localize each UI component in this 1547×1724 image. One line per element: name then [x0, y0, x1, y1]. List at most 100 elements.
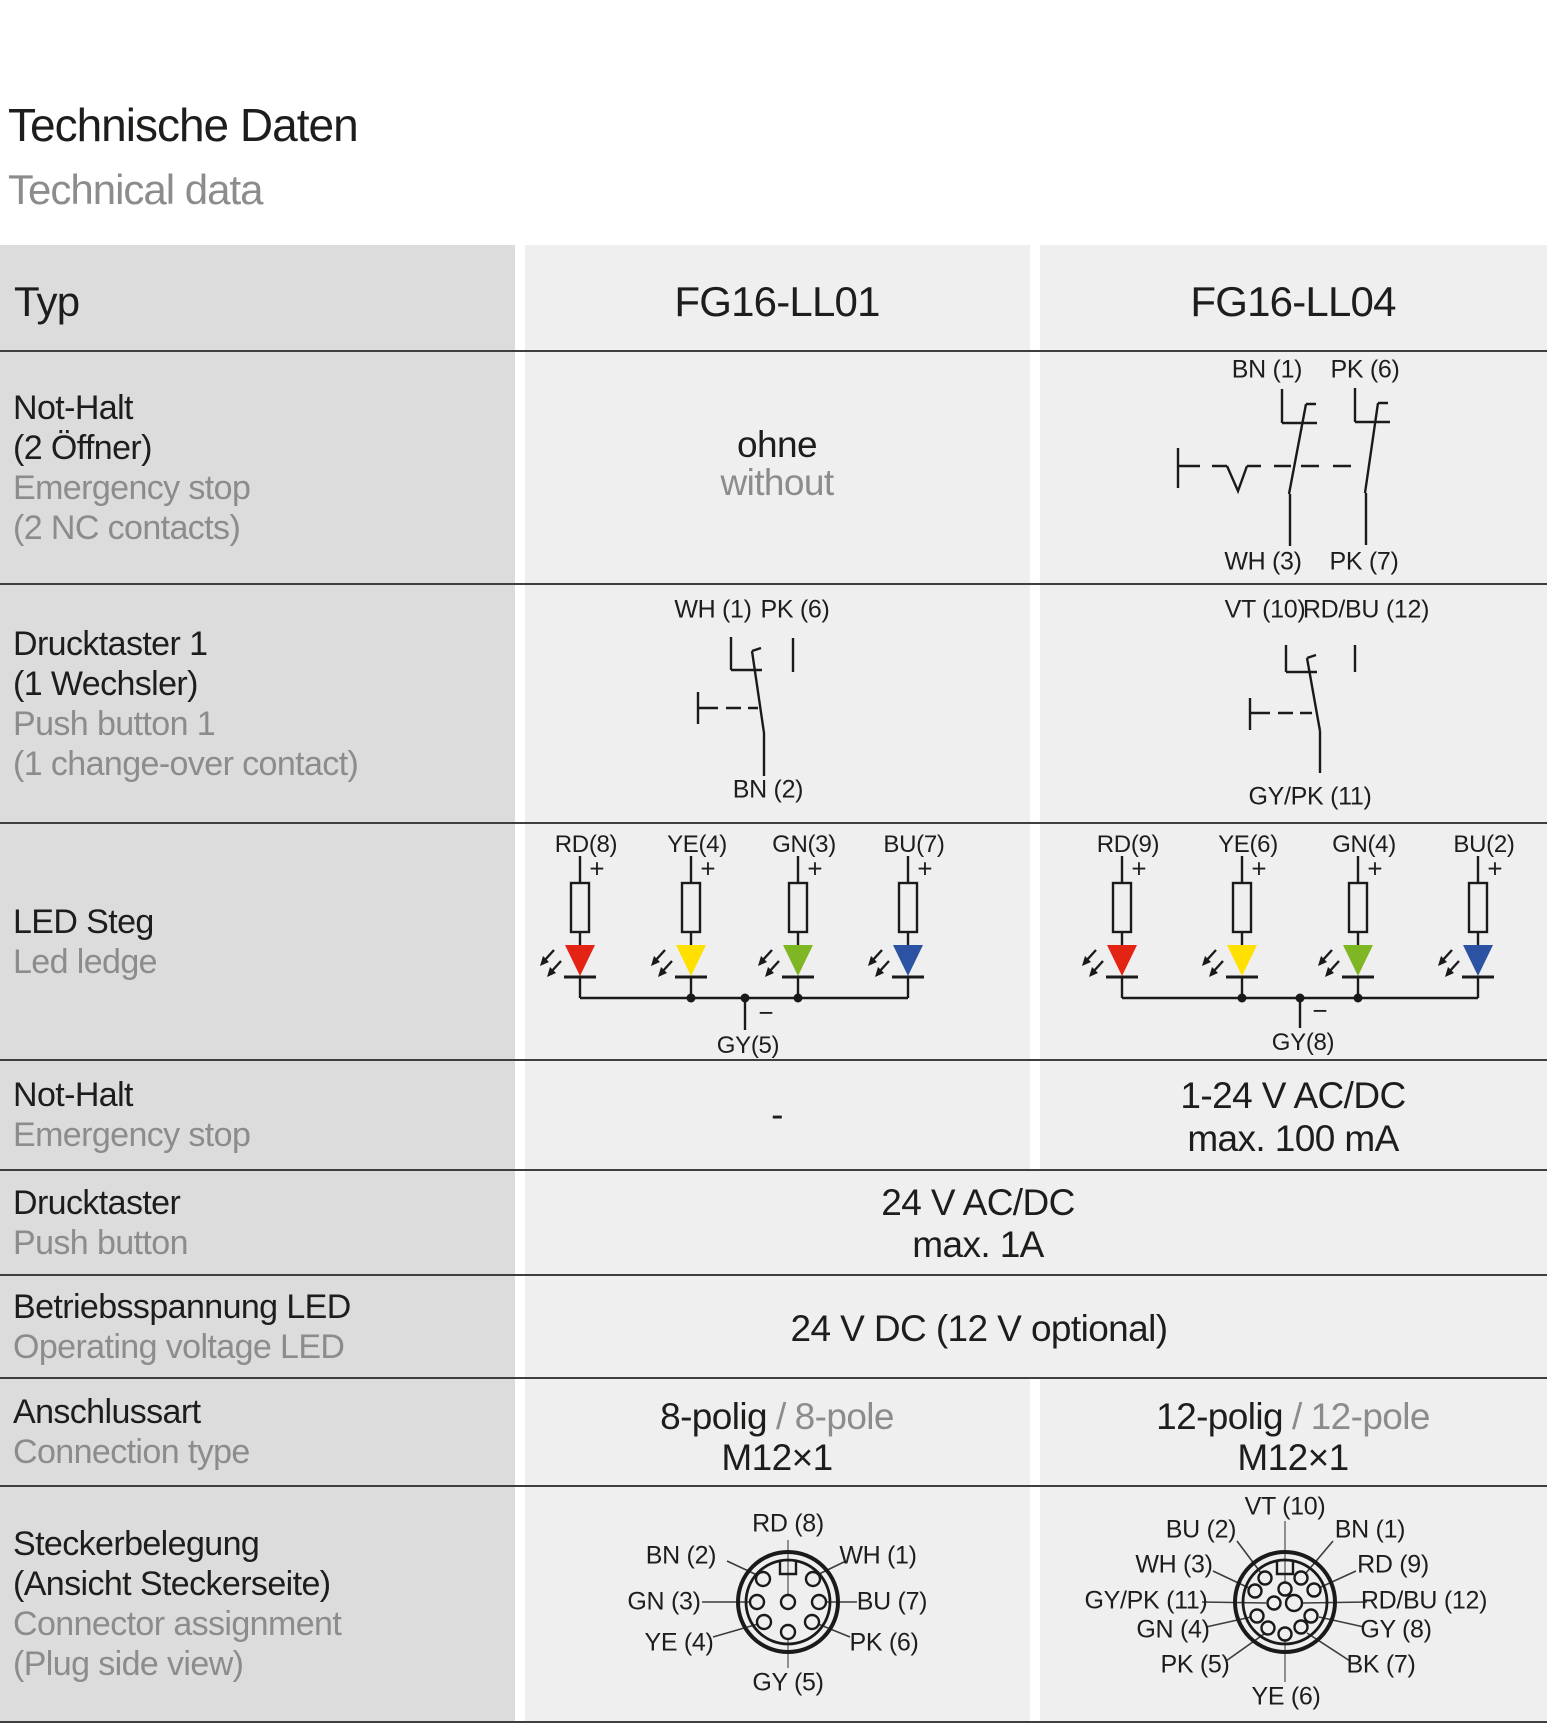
- connector-pin-label: RD (8): [752, 1509, 824, 1538]
- connector-diagram-12pin: VT (10) BU (2) BN (1) WH (3) RD (9) GY/P…: [1040, 1487, 1547, 1722]
- page-title-german: Technische Daten: [8, 99, 359, 151]
- label-en: Operating voltage LED: [13, 1327, 345, 1366]
- divider: [0, 583, 1547, 585]
- pin-label: BN (1): [1231, 355, 1303, 384]
- divider: [0, 1485, 1547, 1487]
- connector-inner-ring: [744, 1558, 832, 1646]
- led-label: RD(9): [1096, 831, 1160, 858]
- pin-pk-6: [803, 1613, 821, 1631]
- pin-gn-4: [1249, 1608, 1265, 1624]
- pin-label: RD/BU (12): [1302, 595, 1430, 624]
- led-label: YE(6): [1218, 831, 1278, 858]
- divider-bottom: [0, 1721, 1547, 1723]
- led-red: [1107, 945, 1137, 976]
- resistor: [897, 881, 919, 934]
- label-en: Push button 1: [13, 704, 216, 743]
- row-label-connector-assignment: Steckerbelegung (Ansicht Steckerseite) C…: [0, 1487, 515, 1721]
- changeover-contact: [1284, 645, 1357, 773]
- connector-diagram-8pin: RD (8) BN (2) WH (1) GN (3) BU (7) YE (4…: [525, 1487, 1030, 1722]
- changeover-schematic: [696, 637, 795, 776]
- cell-pushbutton-ll04: [1040, 585, 1547, 822]
- slash: /: [1291, 1396, 1302, 1437]
- label-en: Connector assignment: [13, 1605, 342, 1643]
- leader-lines: [702, 1560, 857, 1638]
- pin-label: GY/PK (11): [1248, 782, 1372, 811]
- push-actuator: [696, 692, 718, 724]
- pin-gy-8: [1303, 1608, 1319, 1624]
- nc-contact-1: [1280, 389, 1317, 546]
- led-yellow: [676, 945, 706, 976]
- plus-sign: +: [1487, 853, 1503, 884]
- pin-label: PK (7): [1329, 547, 1399, 576]
- value-led-voltage: 24 V DC (12 V optional): [790, 1308, 1169, 1349]
- poles-de: 12-polig: [1156, 1396, 1283, 1437]
- light-emission-arrows: [1082, 949, 1460, 977]
- resistor: [1111, 881, 1133, 934]
- pushbutton-circuit-diagram-ll01: WH (1) PK (6) BN (2): [525, 585, 1030, 822]
- resistor: [680, 881, 702, 934]
- cell-connection-ll01: [525, 1379, 1030, 1485]
- cell-estop-ll01: [525, 352, 1030, 583]
- pin-bk-7: [1293, 1619, 1309, 1635]
- label-de: Betriebsspannung LED: [13, 1287, 351, 1326]
- header-cell-model1-bg: [525, 245, 1030, 350]
- junction-dot: [1353, 993, 1363, 1003]
- value-connection-ll01-poles: 8-polig/8-pole: [660, 1396, 894, 1438]
- label-de-2: (2 Öffner): [13, 428, 152, 467]
- connector-outer-ring: [1233, 1550, 1337, 1654]
- value-connection-ll04-thread: M12×1: [1237, 1437, 1349, 1478]
- label-en: Emergency stop: [13, 468, 251, 507]
- pin-label: WH (1): [674, 595, 752, 624]
- label-en: Emergency stop: [13, 1116, 251, 1154]
- connector-pin-label: BK (7): [1346, 1650, 1416, 1679]
- pin-ye-4: [755, 1613, 773, 1631]
- led-green: [1343, 945, 1373, 976]
- divider: [0, 1274, 1547, 1276]
- pin-label: PK (6): [1330, 355, 1400, 384]
- label-de: Steckerbelegung: [13, 1525, 260, 1563]
- label-en: Push button: [13, 1223, 188, 1262]
- value-without: without: [720, 462, 834, 503]
- pin-gn-3: [748, 1593, 766, 1611]
- row-label-push-button-rating: Drucktaster Push button: [0, 1171, 515, 1274]
- plus-sign: +: [700, 853, 716, 884]
- row-label-connection-type: Anschlussart Connection type: [0, 1379, 515, 1485]
- led-yellow: [1227, 945, 1257, 976]
- connector-pin-label: WH (1): [839, 1541, 917, 1570]
- junction-dot: [1295, 993, 1305, 1003]
- label-de-2: (Ansicht Steckerseite): [13, 1565, 331, 1603]
- led-green: [783, 945, 813, 976]
- cell-estop-rating-ll01: [525, 1061, 1030, 1169]
- divider: [0, 1169, 1547, 1171]
- led-wires: [578, 856, 910, 1030]
- led-red: [565, 945, 595, 976]
- plus-sign: +: [1251, 853, 1267, 884]
- estop-actuator: [1176, 448, 1261, 495]
- connector-pin-label: YE (6): [1251, 1682, 1321, 1711]
- led-label: BU(7): [883, 831, 945, 858]
- pin-rd-9: [1306, 1582, 1322, 1598]
- junction-dot: [1237, 993, 1247, 1003]
- push-actuator: [1248, 698, 1270, 730]
- poles-de: 8-polig: [660, 1396, 767, 1437]
- cell-led-ll01: [525, 824, 1030, 1059]
- value-ohne: ohne: [737, 424, 818, 465]
- led-ledge-diagram-ll04: RD(9) YE(6) GN(4) BU(2) + + + + − GY(8): [1040, 824, 1547, 1059]
- connector-inner-ring: [1241, 1558, 1329, 1646]
- label-de: Not-Halt: [13, 1076, 134, 1114]
- connector-8pin-svg: [702, 1540, 857, 1668]
- label-en-2: (2 NC contacts): [13, 508, 241, 547]
- row-label-emergency-stop-rating: Not-Halt Emergency stop: [0, 1061, 515, 1169]
- poles-en: 12-pole: [1310, 1396, 1431, 1437]
- connector-pin-label: PK (6): [849, 1628, 919, 1657]
- pin-wh-1: [804, 1570, 822, 1588]
- cell-led-ll04: [1040, 824, 1547, 1059]
- pin-rd-8: [779, 1593, 797, 1611]
- label-en-2: (1 change-over contact): [13, 744, 359, 783]
- row-label-led-voltage: Betriebsspannung LED Operating voltage L…: [0, 1276, 515, 1377]
- pin-gy-5: [779, 1623, 797, 1641]
- pin-label: VT (10): [1224, 595, 1306, 624]
- plus-sign: +: [1131, 853, 1147, 884]
- led-schematic: [1082, 856, 1494, 1028]
- value-estop-ll04-line2: max. 100 mA: [1187, 1118, 1399, 1159]
